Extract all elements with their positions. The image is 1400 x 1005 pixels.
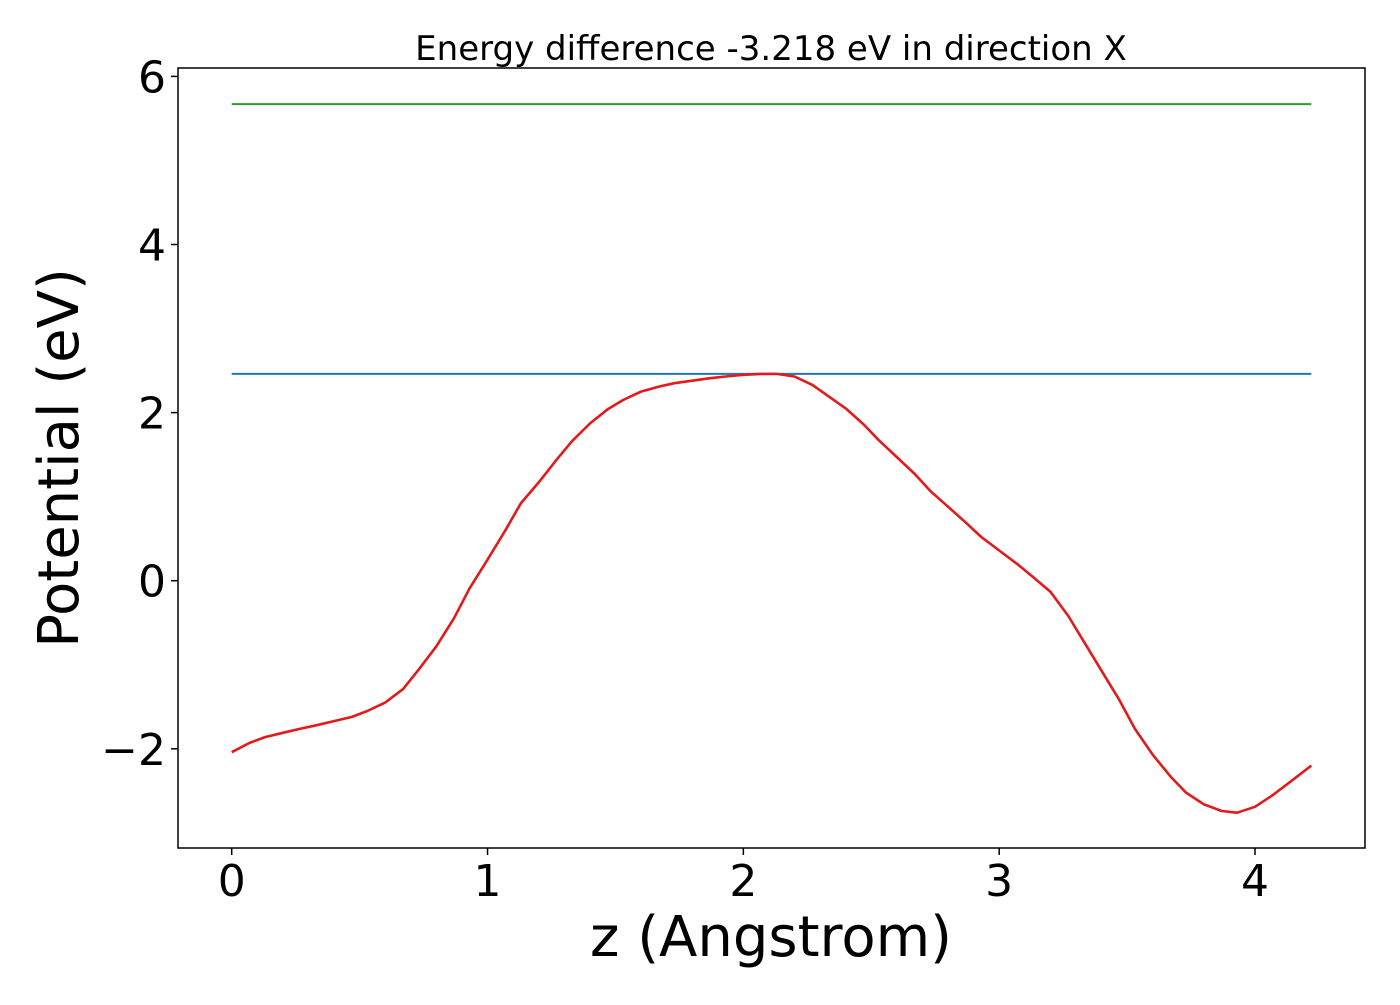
y-axis-label: Potential (eV) bbox=[27, 268, 92, 648]
x-tick-label: 4 bbox=[1241, 856, 1269, 907]
x-tick-label: 3 bbox=[985, 856, 1013, 907]
y-tick-label: 2 bbox=[138, 389, 166, 440]
series-layer bbox=[231, 103, 1313, 815]
x-tick-label: 1 bbox=[474, 856, 502, 907]
y-tick-label: 6 bbox=[138, 52, 166, 103]
x-axis-label: z (Angstrom) bbox=[590, 905, 952, 970]
y-tick-label: −2 bbox=[101, 725, 166, 776]
y-tick-label: 4 bbox=[138, 221, 166, 272]
chart-title: Energy difference -3.218 eV in direction… bbox=[415, 29, 1127, 69]
x-tick-label: 0 bbox=[218, 856, 246, 907]
y-axis: −2 0 2 4 6 bbox=[101, 52, 178, 776]
series-line-2 bbox=[231, 372, 1313, 815]
y-tick-label: 0 bbox=[138, 557, 166, 608]
x-tick-label: 2 bbox=[729, 856, 757, 907]
plot-frame bbox=[177, 67, 1366, 849]
x-axis: 0 1 2 3 4 bbox=[218, 848, 1269, 907]
